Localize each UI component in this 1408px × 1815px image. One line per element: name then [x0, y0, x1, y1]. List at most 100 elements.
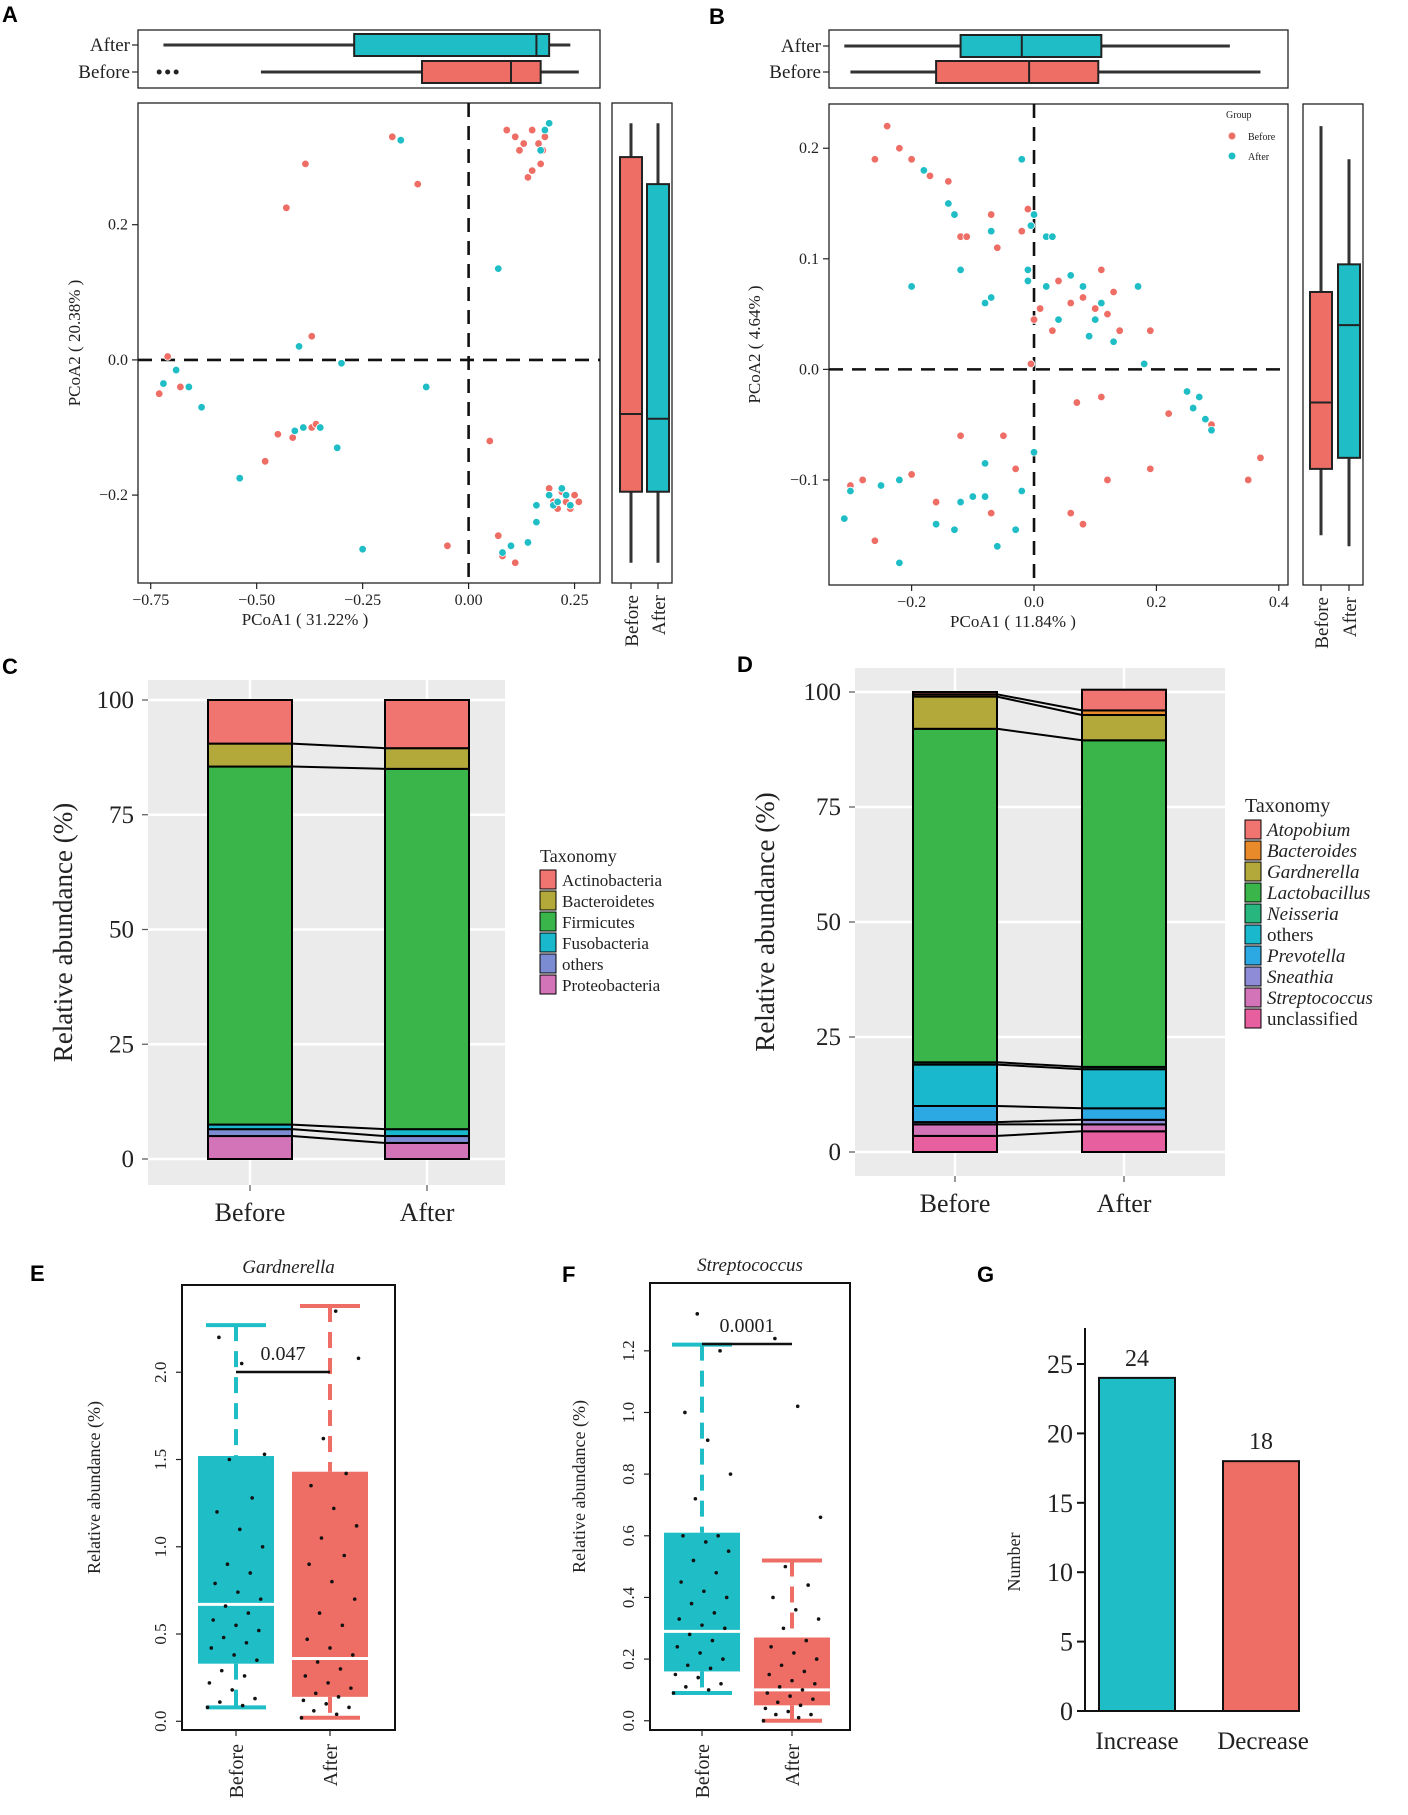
panel-a-right-box-after	[646, 183, 670, 493]
panel-f-data-point-after	[761, 1718, 766, 1723]
panel-b-point-before	[931, 497, 941, 507]
panel-a-point-after	[396, 135, 405, 145]
panel-e-data-point-after	[332, 1506, 336, 1511]
panel-b-x-tick-label: 0.4	[1269, 594, 1289, 611]
panel-d-bar-segment-prevotella	[912, 1105, 998, 1124]
panel-a-point-before	[273, 430, 283, 439]
panel-b-point-after	[1017, 155, 1026, 164]
panel-a-point-before	[176, 382, 185, 392]
panel-f-data-point-before	[726, 1549, 731, 1553]
panel-c-legend-label: others	[562, 955, 604, 974]
panel-a-point-after	[171, 365, 181, 375]
panel-e-p-value: 0.047	[261, 1343, 306, 1365]
panel-b-point-before	[1146, 464, 1155, 474]
panel-g-y-tick-label: 15	[1047, 1489, 1073, 1518]
panel-b-point-after	[1029, 448, 1039, 457]
panel-e-data-point-before	[255, 1658, 259, 1662]
panel-f-data-point-after	[773, 1336, 777, 1341]
panel-b-point-after	[944, 199, 953, 208]
panel-e-data-point-before	[240, 1703, 245, 1708]
panel-b-point-before	[1097, 392, 1106, 402]
panel-a-point-before	[443, 541, 452, 551]
panel-d-legend-swatch	[1244, 945, 1262, 966]
panel-e-data-point-before	[250, 1496, 254, 1500]
panel-d-bar-segment-atopobium	[1081, 688, 1167, 712]
panel-e-y-tick-label: 1.0	[151, 1536, 170, 1557]
panel-e-data-point-after	[321, 1436, 326, 1441]
panel-b-top-label-before: Before	[769, 62, 821, 83]
panel-d-connector-line	[996, 1063, 1083, 1071]
panel-b-legend-title: Group	[1226, 110, 1252, 121]
panel-f-data-point-after	[816, 1617, 821, 1621]
panel-f-data-point-after	[804, 1638, 809, 1643]
panel-a-top-margin-frame	[137, 29, 601, 89]
panel-b-y-tick-label: 0.1	[799, 251, 819, 268]
panel-b-right-label: Before	[1312, 597, 1333, 649]
panel-f-data-point-before	[696, 1675, 700, 1680]
panel-f-data-point-before	[716, 1533, 720, 1538]
panel-b-x-axis-title: PCoA1 ( 11.84% )	[950, 612, 1076, 631]
panel-d-legend-swatch	[1244, 924, 1262, 945]
panel-a-top-outlier-before	[156, 69, 162, 75]
panel-e-box-before	[198, 1456, 274, 1664]
panel-a-y-axis-title: PCoA2 ( 20.38% )	[65, 280, 84, 407]
panel-c-bar-segment-others	[207, 1128, 293, 1138]
panel-e-data-point-after	[326, 1681, 330, 1685]
panel-e-data-point-after	[312, 1709, 316, 1713]
panel-f-data-point-before	[698, 1651, 702, 1655]
panel-d-legend-swatch	[1244, 840, 1262, 861]
panel-f-data-point-after	[798, 1703, 803, 1708]
panel-d-connector-line	[996, 727, 1083, 742]
panel-a-top-box-after	[353, 33, 551, 57]
panel-f-data-point-before	[706, 1688, 711, 1692]
panel-c-x-tick-label: After	[400, 1198, 455, 1227]
panel-b-right-box-after	[1337, 263, 1361, 459]
panel-e-data-point-before	[257, 1628, 261, 1633]
panel-b-x-tick-label: 0.0	[1024, 594, 1044, 611]
panel-f-data-point-after	[771, 1595, 775, 1600]
panel-c-bar-segment-actinobacteria	[207, 699, 293, 745]
panel-a-y-tick-label: 0.0	[108, 352, 128, 369]
panel-a-y-tick-label: 0.2	[108, 217, 128, 234]
panel-g-bar-decrease	[1222, 1460, 1300, 1713]
panel-b-point-after	[950, 210, 959, 219]
panel-b-top-box-after	[959, 34, 1103, 58]
panel-b-point-before	[1244, 475, 1253, 485]
panel-f-plot-frame	[649, 1282, 851, 1731]
panel-f-data-point-before	[675, 1644, 680, 1649]
panel-b-point-before	[870, 536, 880, 545]
panel-d-y-tick-label: 75	[816, 794, 841, 821]
panel-a-point-after	[235, 474, 244, 483]
panel-b-point-after	[1011, 525, 1020, 534]
panel-a-point-after	[422, 382, 431, 392]
panel-e-data-point-before	[221, 1635, 226, 1640]
panel-a-point-before	[511, 132, 520, 142]
panel-f-data-point-after	[800, 1688, 805, 1692]
panel-f-data-point-after	[792, 1651, 796, 1655]
panel-a-point-before	[413, 179, 422, 189]
panel-f-data-point-before	[710, 1638, 715, 1643]
panel-a-point-before	[527, 166, 537, 175]
panel-d-bar-segment-atopobium	[912, 691, 998, 696]
panel-d-bar-segment-gardnerella	[1081, 714, 1167, 742]
panel-d-bar-segment-unclassified	[1081, 1130, 1167, 1154]
panel-e-data-point-before	[218, 1700, 222, 1704]
panel-b-point-before	[1066, 298, 1075, 308]
panel-d-bar-segment-lactobacillus	[912, 727, 998, 1064]
panel-e-data-point-before	[211, 1618, 215, 1622]
panel-c-y-tick-label: 50	[109, 917, 134, 944]
panel-a-point-after	[159, 379, 168, 388]
panel-d-legend-label: Atopobium	[1265, 820, 1350, 841]
panel-b-point-before	[1035, 304, 1045, 313]
panel-e-data-point-after	[305, 1637, 310, 1642]
panel-c-connector-line	[291, 1123, 386, 1131]
panel-f-data-point-before	[687, 1632, 692, 1637]
panel-d-connector-line	[996, 1105, 1083, 1110]
panel-f-data-point-after	[802, 1669, 807, 1674]
panel-e-data-point-before	[217, 1335, 221, 1340]
panel-f-data-point-after	[813, 1681, 817, 1686]
panel-b-point-before	[1115, 326, 1124, 335]
panel-b-point-after	[931, 519, 941, 529]
panel-a-point-after	[184, 382, 194, 392]
panel-b-point-after	[876, 481, 886, 490]
